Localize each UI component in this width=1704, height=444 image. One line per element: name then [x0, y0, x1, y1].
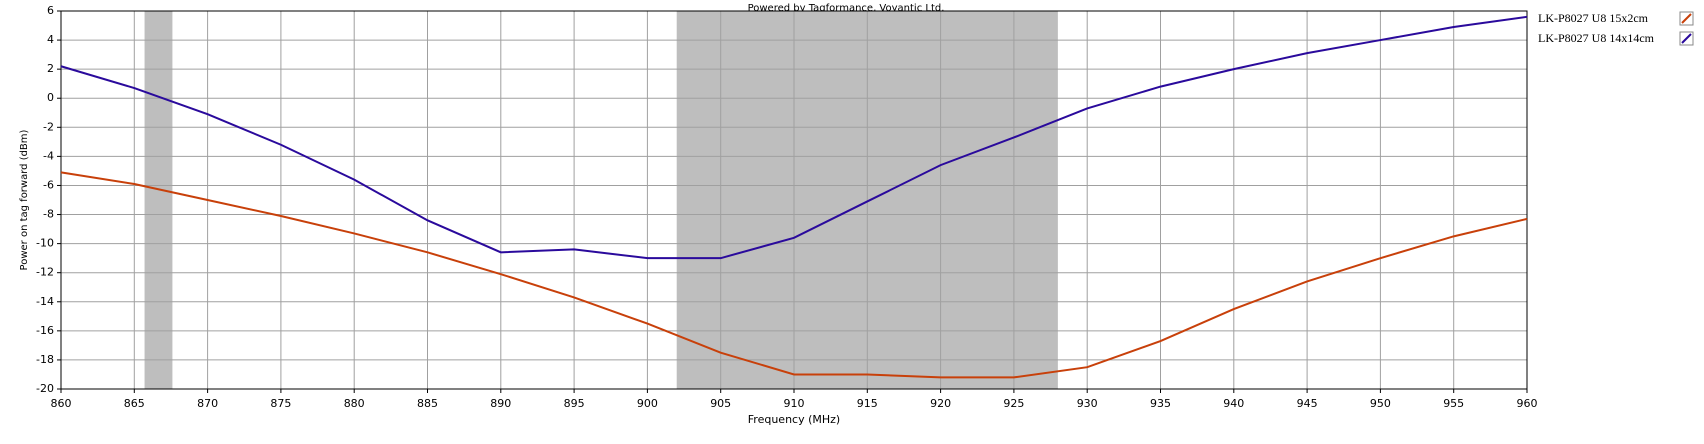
- x-tick-label: 885: [417, 397, 438, 410]
- y-tick-label: 4: [47, 33, 54, 46]
- x-tick-label: 950: [1370, 397, 1391, 410]
- y-tick-label: -20: [36, 382, 54, 395]
- y-tick-label: -12: [36, 266, 54, 279]
- x-tick-label: 860: [51, 397, 72, 410]
- x-tick-label: 925: [1003, 397, 1024, 410]
- legend-label: LK-P8027 U8 14x14cm: [1538, 31, 1655, 45]
- y-tick-label: -18: [36, 353, 54, 366]
- legend-swatch: [1681, 33, 1692, 44]
- chart-title: Powered by Tagformance, Voyantic Ltd.: [748, 3, 945, 14]
- y-tick-label: -10: [36, 237, 54, 250]
- y-tick-label: -2: [43, 120, 54, 133]
- x-tick-label: 935: [1150, 397, 1171, 410]
- x-tick-label: 905: [710, 397, 731, 410]
- series-line: [60, 15, 1528, 260]
- x-tick-label: 940: [1223, 397, 1244, 410]
- legend-label: LK-P8027 U8 15x2cm: [1538, 11, 1649, 25]
- x-tick-label: 920: [930, 397, 951, 410]
- x-tick-label: 945: [1297, 397, 1318, 410]
- x-tick-label: 900: [637, 397, 658, 410]
- shaded-band: [144, 11, 173, 389]
- x-tick-label: 880: [344, 397, 365, 410]
- y-tick-label: 0: [47, 91, 54, 104]
- x-axis-label: Frequency (MHz): [748, 413, 840, 426]
- x-tick-label: 895: [564, 397, 585, 410]
- x-tick-label: 915: [857, 397, 878, 410]
- plot-frame: [60, 10, 1528, 390]
- y-tick-label: -6: [43, 178, 54, 191]
- series-line: [60, 171, 1528, 379]
- y-tick-label: -4: [43, 149, 54, 162]
- x-tick-label: 875: [270, 397, 291, 410]
- y-tick-label: 6: [47, 4, 54, 17]
- x-tick-label: 955: [1443, 397, 1464, 410]
- x-tick-label: 960: [1517, 397, 1538, 410]
- y-tick-label: -8: [43, 208, 54, 221]
- x-tick-label: 890: [490, 397, 511, 410]
- x-tick-label: 910: [784, 397, 805, 410]
- x-tick-label: 865: [124, 397, 145, 410]
- y-tick-label: -14: [36, 295, 54, 308]
- x-tick-label: 870: [197, 397, 218, 410]
- legend-swatch: [1681, 13, 1692, 24]
- y-tick-label: -16: [36, 324, 54, 337]
- y-axis-label: Power on tag forward (dBm): [19, 129, 30, 270]
- y-tick-label: 2: [47, 62, 54, 75]
- x-tick-label: 930: [1077, 397, 1098, 410]
